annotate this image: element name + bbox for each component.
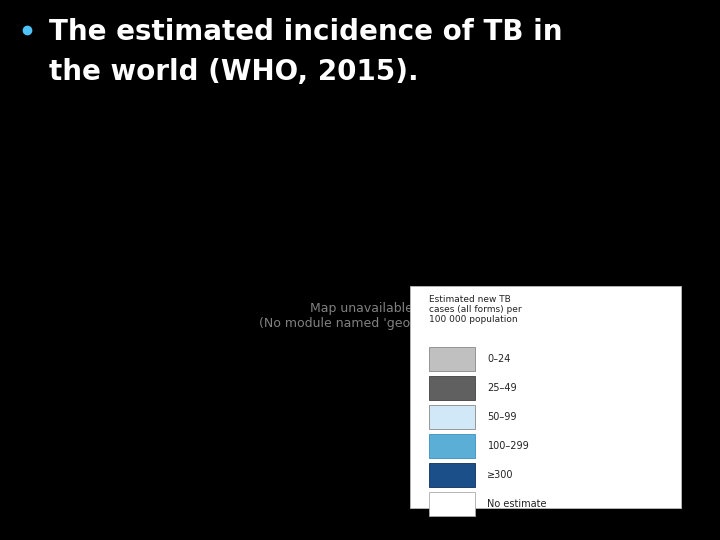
Bar — [429, 491, 474, 516]
Text: 100–299: 100–299 — [487, 441, 529, 451]
Bar — [429, 347, 474, 372]
Bar — [429, 434, 474, 458]
Text: Map unavailable
(No module named 'geopandas'): Map unavailable (No module named 'geopan… — [259, 302, 464, 330]
Text: ≥300: ≥300 — [487, 470, 514, 480]
Text: 0–24: 0–24 — [487, 354, 510, 364]
Bar — [429, 376, 474, 400]
Text: The estimated incidence of TB in: The estimated incidence of TB in — [49, 18, 562, 46]
Text: Estimated new TB
cases (all forms) per
100 000 population: Estimated new TB cases (all forms) per 1… — [429, 295, 522, 325]
Text: the world (WHO, 2015).: the world (WHO, 2015). — [49, 58, 418, 86]
Bar — [429, 463, 474, 488]
Text: 25–49: 25–49 — [487, 383, 517, 393]
Bar — [410, 286, 681, 508]
Text: 50–99: 50–99 — [487, 412, 517, 422]
Text: No estimate: No estimate — [487, 499, 547, 509]
Bar — [429, 404, 474, 429]
